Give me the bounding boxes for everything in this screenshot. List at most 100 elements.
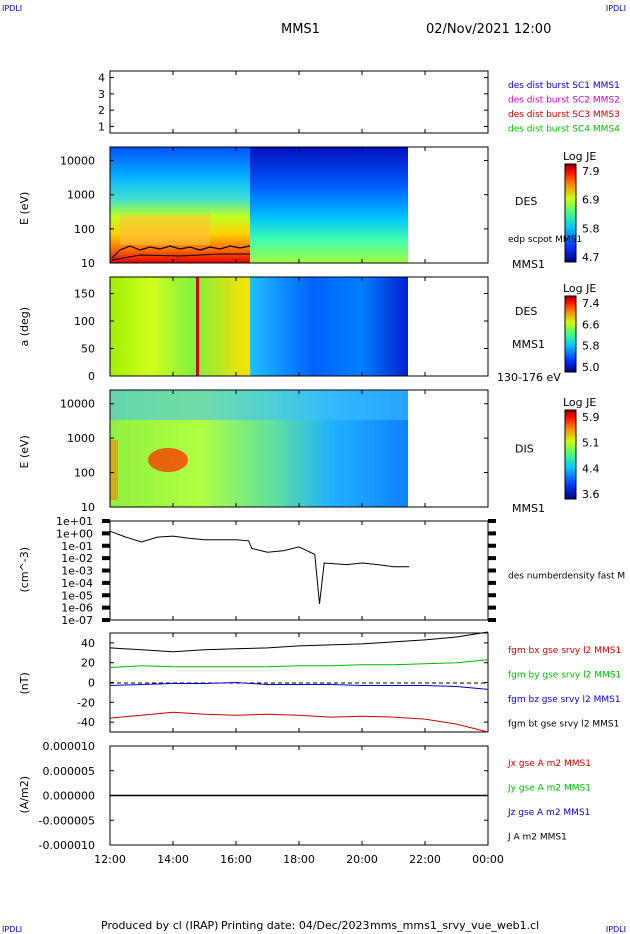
ytick-label: 1000 [67, 189, 95, 202]
pitch-spike [196, 277, 199, 376]
legend-entry: J A m2 MMS1 [507, 833, 567, 843]
ytick-label: 1e+00 [56, 527, 93, 540]
panel-label-2: MMS1 [512, 502, 545, 515]
colorbar-tick: 5.0 [582, 361, 600, 374]
ytick-label: 0.000005 [43, 765, 96, 778]
panel-label: DIS [515, 443, 534, 456]
ytick-label: 50 [81, 343, 95, 356]
ytick-label: 1e+01 [56, 515, 93, 528]
density-marker [102, 543, 110, 548]
panel-label-2: MMS1 [512, 338, 545, 351]
panel-des-energy [109, 146, 489, 264]
y-axis-label: a (deg) [18, 307, 31, 347]
colorbar-tick: 5.8 [582, 340, 600, 353]
panel-label: DES [515, 305, 537, 318]
xtick-label: 14:00 [157, 853, 189, 866]
ytick-label: -0.000010 [39, 839, 95, 852]
ytick-label: 4 [98, 72, 105, 85]
ytick-label: 10 [81, 257, 95, 270]
colorbar-des-pitch [564, 295, 577, 373]
des-energy-region-1 [110, 147, 250, 263]
bfield-series [109, 681, 489, 690]
footer-filename: mms_mms1_srvy_vue_web1.cl [370, 919, 540, 932]
ytick-label: 150 [74, 288, 95, 301]
panel-bfield [109, 631, 489, 733]
legend-entry: fgm bz gse srvy l2 MMS1 [508, 695, 621, 705]
legend-entry: des dist burst SC3 MMS3 [508, 110, 620, 120]
colorbar-title: Log JE [563, 396, 596, 409]
ytick-label: 10000 [60, 398, 95, 411]
dis-hot-edge [110, 440, 118, 500]
legend-entry: des dist burst SC2 MMS2 [508, 96, 620, 106]
ytick-label: 10000 [60, 155, 95, 168]
colorbar-dis-energy [564, 409, 577, 500]
colorbars [564, 163, 577, 500]
density-marker [488, 531, 496, 536]
scpot-trace-2 [111, 253, 250, 261]
density-marker [102, 568, 110, 573]
colorbar-tick: 5.1 [582, 437, 600, 450]
ytick-label: -20 [77, 696, 95, 709]
y-axis-label: (A/m2) [18, 776, 31, 814]
density-marker [102, 519, 110, 523]
ytick-label: 0.000000 [43, 790, 96, 803]
panel-density [109, 520, 489, 621]
colorbar-des-energy [564, 163, 577, 263]
ytick-label: 100 [74, 223, 95, 236]
panel-label-2: MMS1 [512, 258, 545, 271]
energy-range-label: 130-176 eV [497, 371, 561, 384]
footer-printing-date: Printing date: 04/Dec/2023 [221, 919, 370, 932]
dis-hot-spot [148, 448, 188, 472]
density-marker [102, 605, 110, 610]
ytick-label: 40 [81, 637, 95, 650]
legend-entry: Jy gse A m2 MMS1 [507, 784, 591, 794]
panel-des-pitch [109, 276, 489, 377]
overlay-label: edp scpot MMS1 [508, 235, 582, 245]
xtick-label: 00:00 [472, 853, 504, 866]
density-marker [488, 593, 496, 598]
panel-density-frame [109, 520, 489, 621]
dis-energy-upper-band [110, 390, 408, 420]
ytick-label: -0.000005 [39, 814, 95, 827]
corner-mark-bottom-right: IPDLI [605, 925, 626, 934]
ytick-label: 10 [81, 501, 95, 514]
xtick-label: 16:00 [220, 853, 252, 866]
datetime-title: 02/Nov/2021 12:00 [426, 22, 552, 37]
bfield-series [109, 659, 489, 669]
legend-entry: Jz gse A m2 MMS1 [507, 808, 590, 818]
des-energy-region-2 [250, 147, 408, 263]
colorbar-tick: 5.9 [582, 411, 600, 424]
panel-label: DES [515, 195, 537, 208]
ytick-label: 20 [81, 657, 95, 670]
ytick-label: 1e-07 [61, 614, 93, 627]
xtick-label: 22:00 [409, 853, 441, 866]
ytick-label: 0 [88, 370, 95, 383]
density-marker [488, 556, 496, 561]
colorbar-tick: 7.4 [582, 297, 600, 310]
colorbar-tick: 3.6 [582, 488, 600, 501]
density-marker [488, 580, 496, 585]
xtick-label: 12:00 [94, 853, 126, 866]
density-marker [102, 593, 110, 598]
colorbar-tick: 6.9 [582, 194, 600, 207]
density-series [109, 530, 410, 604]
colorbar-title: Log JE [563, 150, 596, 163]
colorbar-tick: 5.8 [582, 222, 600, 235]
y-axis-label: E (eV) [18, 435, 31, 468]
bfield-series [109, 631, 489, 653]
density-marker [102, 556, 110, 561]
ytick-label: 1e-05 [61, 589, 93, 602]
footer-producer: Produced by cl (IRAP) [101, 919, 219, 932]
legend-entry: des dist burst SC1 MMS1 [508, 81, 620, 91]
ytick-label: 100 [74, 315, 95, 328]
legend-entry: fgm bt gse srvy l2 MMS1 [508, 720, 619, 730]
density-marker [488, 605, 496, 610]
scpot-trace [111, 245, 251, 259]
colorbar-tick: 4.7 [582, 251, 600, 264]
legend-entry: des numberdensity fast M [508, 572, 625, 582]
legend-entry: fgm by gse srvy l2 MMS1 [508, 671, 621, 681]
colorbar-tick: 6.6 [582, 318, 600, 331]
ytick-label: 0 [88, 677, 95, 690]
density-marker [488, 568, 496, 573]
panel-current [109, 745, 489, 846]
